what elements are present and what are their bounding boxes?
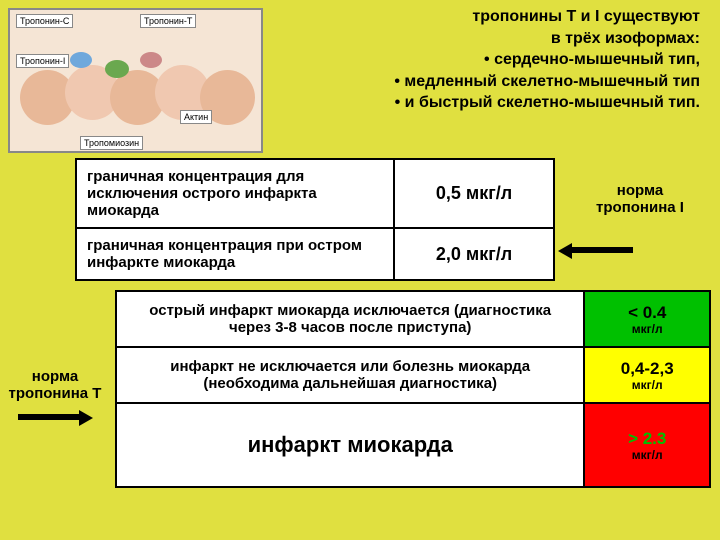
threshold-table: граничная концентрация для исключения ос… bbox=[75, 158, 555, 281]
arrow-left-icon bbox=[558, 243, 633, 257]
norm-troponin-t-label: норма тропонина T bbox=[0, 368, 110, 402]
range-table: острый инфаркт миокарда исключается (диа… bbox=[115, 290, 711, 488]
header-line1: тропонины Т и I существуют bbox=[472, 8, 700, 25]
threshold-row1-value: 0,5 мкг/л bbox=[394, 159, 554, 228]
header-bullet2: • медленный скелетно-мышечный тип bbox=[270, 71, 700, 93]
range-value: > 2.3мкг/л bbox=[584, 403, 710, 487]
threshold-row2-label: граничная концентрация при остром инфарк… bbox=[76, 228, 394, 280]
range-desc: инфаркт миокарда bbox=[116, 403, 584, 487]
arrow-right-icon bbox=[18, 410, 93, 424]
protein-diagram: Тропонин-С Тропонин-I Тропонин-Т Тропоми… bbox=[8, 8, 263, 153]
header-line2: в трёх изоформах: bbox=[551, 30, 700, 47]
diagram-label-tropc: Тропонин-С bbox=[16, 14, 73, 28]
header-bullet1: • сердечно-мышечный тип, bbox=[270, 49, 700, 71]
diagram-label-tropomyo: Тропомиозин bbox=[80, 136, 143, 150]
range-value: 0,4-2,3мкг/л bbox=[584, 347, 710, 403]
table-row: острый инфаркт миокарда исключается (диа… bbox=[116, 291, 710, 347]
range-desc: острый инфаркт миокарда исключается (диа… bbox=[116, 291, 584, 347]
diagram-label-tropi: Тропонин-I bbox=[16, 54, 69, 68]
norm-troponin-i-label: норма тропонина I bbox=[575, 182, 705, 216]
range-value: < 0.4мкг/л bbox=[584, 291, 710, 347]
threshold-row2-value: 2,0 мкг/л bbox=[394, 228, 554, 280]
table-row: граничная концентрация при остром инфарк… bbox=[76, 228, 554, 280]
table-row: граничная концентрация для исключения ос… bbox=[76, 159, 554, 228]
table-row: инфаркт не исключается или болезнь миока… bbox=[116, 347, 710, 403]
header-text: тропонины Т и I существуют в трёх изофор… bbox=[270, 6, 700, 114]
header-bullet3: • и быстрый скелетно-мышечный тип. bbox=[270, 92, 700, 114]
diagram-label-actin: Актин bbox=[180, 110, 212, 124]
range-desc: инфаркт не исключается или болезнь миока… bbox=[116, 347, 584, 403]
diagram-label-tropt: Тропонин-Т bbox=[140, 14, 196, 28]
threshold-row1-label: граничная концентрация для исключения ос… bbox=[76, 159, 394, 228]
table-row: инфаркт миокарда> 2.3мкг/л bbox=[116, 403, 710, 487]
